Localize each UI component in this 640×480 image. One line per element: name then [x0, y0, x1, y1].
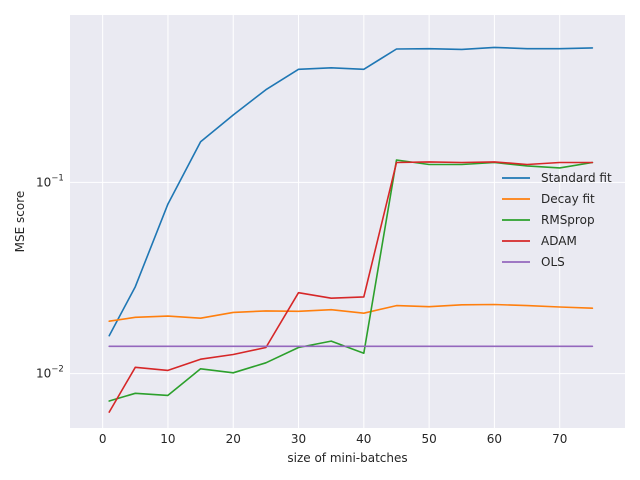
series-line-decay-fit: [108, 303, 594, 323]
y-tick-labels: 10−2 10−1: [36, 173, 64, 380]
x-tick-label: 60: [487, 432, 502, 446]
y-tick-label: 10−1: [36, 173, 64, 189]
x-tick-label: 40: [356, 432, 371, 446]
plot-background: [70, 15, 625, 428]
legend-label: ADAM: [541, 234, 577, 248]
grid: [70, 15, 625, 428]
series-line-adam: [108, 161, 594, 413]
y-tick-label: 10−2: [36, 365, 64, 381]
x-tick-label: 10: [160, 432, 175, 446]
x-axis-label: size of mini-batches: [287, 451, 407, 465]
x-tick-label: 70: [552, 432, 567, 446]
series-line-rmsprop: [108, 159, 594, 402]
legend-label: Decay fit: [541, 192, 595, 206]
x-tick-label: 20: [226, 432, 241, 446]
y-axis-label: MSE score: [13, 191, 27, 253]
series-layer: [108, 46, 594, 413]
x-tick-label: 50: [421, 432, 436, 446]
legend-label: Standard fit: [541, 171, 612, 185]
legend-label: OLS: [541, 255, 565, 269]
x-tick-label: 0: [99, 432, 107, 446]
legend: Standard fit Decay fit RMSprop ADAM OLS: [502, 171, 612, 269]
x-tick-label: 30: [291, 432, 306, 446]
series-line-standard-fit: [108, 46, 594, 337]
x-tick-labels: 0 10 20 30 40 50 60 70: [99, 432, 568, 446]
legend-label: RMSprop: [541, 213, 595, 227]
